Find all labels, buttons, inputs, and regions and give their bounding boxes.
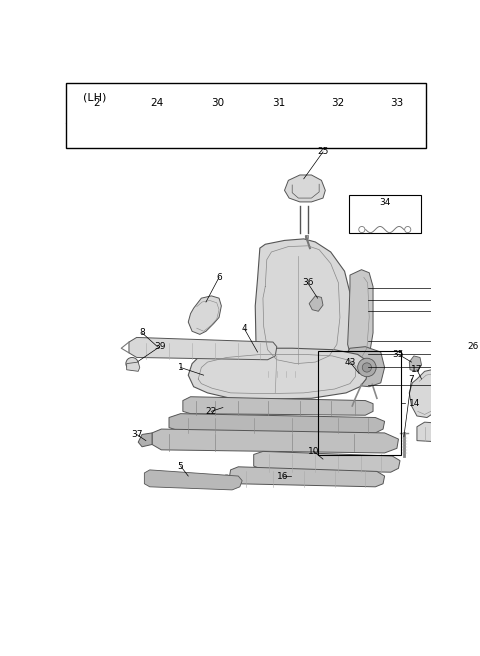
Ellipse shape: [258, 367, 304, 381]
Polygon shape: [188, 348, 368, 399]
Polygon shape: [309, 296, 323, 311]
Text: 6: 6: [216, 273, 222, 282]
Text: 31: 31: [272, 98, 285, 108]
Polygon shape: [169, 414, 384, 433]
Text: 36: 36: [302, 278, 313, 287]
Polygon shape: [345, 346, 384, 387]
Polygon shape: [409, 356, 421, 371]
Polygon shape: [188, 296, 221, 335]
Circle shape: [358, 358, 376, 377]
Polygon shape: [129, 337, 277, 359]
Text: 24: 24: [151, 98, 164, 108]
Text: 1: 1: [178, 363, 183, 372]
Text: (LH): (LH): [83, 92, 106, 102]
Circle shape: [126, 358, 138, 370]
Polygon shape: [285, 175, 325, 202]
Circle shape: [347, 405, 353, 411]
Text: 22: 22: [206, 407, 217, 416]
Text: 2: 2: [93, 98, 100, 108]
Text: 33: 33: [390, 98, 404, 108]
Ellipse shape: [274, 128, 283, 133]
Ellipse shape: [153, 128, 162, 133]
Polygon shape: [304, 235, 308, 238]
Polygon shape: [144, 470, 242, 490]
Ellipse shape: [214, 128, 222, 133]
Polygon shape: [255, 239, 352, 379]
Text: 25: 25: [317, 148, 329, 156]
Text: 26: 26: [468, 342, 479, 351]
Text: 30: 30: [211, 98, 225, 108]
Polygon shape: [152, 429, 398, 453]
Circle shape: [362, 363, 372, 372]
Polygon shape: [348, 270, 373, 363]
Bar: [216, 133, 219, 144]
Circle shape: [144, 438, 150, 443]
Text: 34: 34: [379, 198, 390, 207]
Bar: [277, 133, 280, 144]
Text: 5: 5: [178, 462, 183, 470]
Polygon shape: [127, 362, 140, 371]
Text: 10: 10: [308, 447, 320, 456]
Circle shape: [391, 130, 403, 142]
Polygon shape: [254, 451, 400, 472]
Text: 39: 39: [154, 342, 166, 351]
Text: 37: 37: [131, 430, 143, 439]
Circle shape: [274, 405, 280, 411]
Text: 7: 7: [408, 375, 414, 384]
Text: 16: 16: [277, 472, 288, 481]
Circle shape: [320, 405, 326, 411]
Ellipse shape: [92, 128, 100, 133]
Circle shape: [231, 405, 238, 411]
Bar: [318, 352, 401, 455]
Bar: [95, 133, 98, 144]
Polygon shape: [417, 422, 480, 445]
Polygon shape: [229, 467, 384, 487]
Circle shape: [386, 125, 408, 146]
Text: 32: 32: [332, 98, 345, 108]
Polygon shape: [409, 368, 450, 417]
Bar: [66, 83, 426, 148]
Text: 14: 14: [409, 399, 421, 408]
Circle shape: [201, 405, 207, 411]
Text: 35: 35: [393, 350, 404, 359]
Polygon shape: [183, 397, 373, 415]
Bar: [337, 133, 340, 144]
Bar: [156, 133, 159, 144]
Polygon shape: [443, 363, 471, 421]
Text: 43: 43: [344, 358, 356, 367]
Bar: [349, 195, 421, 233]
Text: 4: 4: [241, 325, 247, 333]
Polygon shape: [138, 433, 152, 447]
Text: 8: 8: [139, 328, 145, 337]
Ellipse shape: [334, 128, 342, 133]
Text: 17: 17: [411, 365, 423, 375]
